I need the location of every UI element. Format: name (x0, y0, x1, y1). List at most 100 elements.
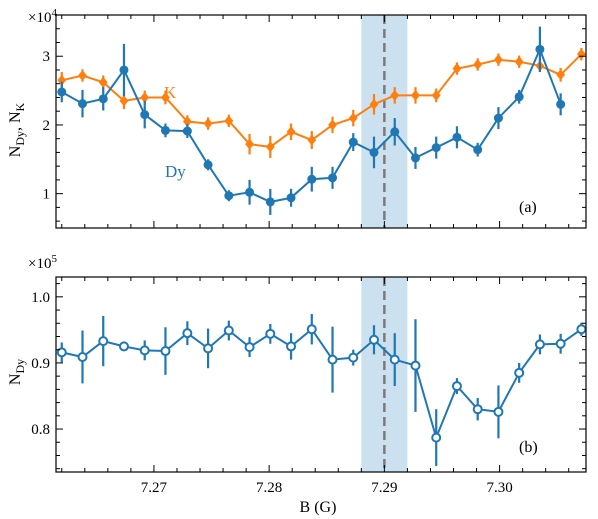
k-point (98, 76, 108, 88)
k-point (369, 98, 379, 110)
panel-label-b: (b) (519, 439, 538, 456)
y-tick-label: 3 (43, 49, 51, 65)
k-point (286, 126, 296, 138)
k-point (265, 141, 275, 153)
dy-point (576, 324, 587, 335)
x-tick-label: 7.28 (256, 480, 282, 496)
dy-point (286, 341, 297, 352)
x-tick-labels: 7.27 7.28 7.29 7.30 (141, 480, 513, 496)
dy-point (328, 173, 338, 183)
dy-point (265, 328, 276, 339)
dy-markers (56, 324, 587, 443)
k-point (182, 116, 192, 127)
y-multiplier: ×105 (28, 253, 57, 272)
k-point (348, 112, 358, 124)
dy-point (286, 193, 296, 203)
dy-point (389, 354, 400, 365)
panel-label-a: (a) (519, 199, 537, 216)
dy-point (307, 174, 317, 184)
k-point (576, 48, 586, 60)
k-point (203, 118, 213, 130)
k-point (57, 74, 67, 86)
panel-b: 0.8 0.9 1.0 7.27 7.28 7.29 7.30 ×105 NDy B (G… (7, 253, 587, 516)
y-tick-label: 1.0 (31, 290, 50, 306)
y-multiplier: ×104 (28, 7, 57, 26)
dy-point (140, 110, 150, 120)
dy-point (493, 406, 504, 417)
dy-point (224, 191, 234, 201)
k-point (556, 69, 566, 81)
dy-point (182, 328, 193, 339)
x-tick-label: 7.29 (371, 480, 397, 496)
dy-point (493, 113, 503, 123)
dy-series-line (61, 327, 582, 441)
dy-point (535, 44, 545, 54)
k-point (411, 89, 420, 101)
dy-point (57, 87, 67, 97)
dy-point (348, 137, 358, 147)
dy-series-label: Dy (165, 162, 186, 181)
dy-point (160, 346, 171, 357)
dy-point (306, 324, 317, 335)
dy-point (77, 351, 88, 362)
dy-point (118, 341, 129, 352)
dy-point (244, 342, 255, 353)
dy-point (369, 334, 379, 345)
dy-point (555, 338, 566, 349)
dy-point (431, 432, 442, 443)
dy-point (119, 65, 129, 75)
dy-markers (57, 44, 566, 207)
dy-point (390, 127, 400, 137)
dy-point (327, 354, 338, 365)
dy-point (452, 132, 462, 142)
y-tick-label: 0.9 (31, 356, 50, 372)
k-point (431, 89, 441, 101)
k-point (140, 91, 150, 103)
y-axis-label: NDy (7, 359, 27, 385)
k-series-label: K (164, 83, 177, 102)
dy-point (348, 352, 359, 363)
k-point (473, 58, 483, 70)
dy-point (556, 99, 566, 109)
y-tick-label: 0.8 (31, 422, 50, 438)
y-axis-label: NDy, NK (7, 102, 27, 157)
k-markers (57, 48, 586, 153)
axes-frame (55, 14, 587, 229)
dy-point (451, 381, 462, 392)
dy-point (203, 160, 213, 170)
k-point (224, 115, 234, 127)
k-point (390, 89, 400, 101)
dy-point (472, 404, 483, 415)
dy-point (78, 99, 87, 109)
k-point (514, 56, 524, 68)
dy-point (431, 143, 441, 153)
k-point (328, 119, 337, 131)
y-tick-label: 1 (43, 187, 51, 203)
axes-frame (55, 276, 587, 473)
dy-point (410, 360, 421, 371)
panel-a: 1 2 3 ×104 NDy, NK K Dy (a) (7, 7, 587, 229)
dy-errorbars (60, 314, 583, 467)
x-axis-label: B (G) (300, 499, 337, 516)
dy-point (203, 343, 214, 354)
k-series-line (61, 53, 583, 148)
tick-marks (56, 14, 586, 228)
dy-point (534, 339, 545, 350)
y-tick-labels: 0.8 0.9 1.0 (31, 290, 50, 438)
dy-point (369, 147, 379, 157)
dy-point (56, 347, 67, 358)
dy-point (160, 125, 170, 135)
k-point (245, 138, 254, 150)
tick-marks (56, 277, 586, 472)
dy-point (98, 94, 108, 104)
dy-point (265, 197, 275, 207)
k-point (452, 63, 462, 75)
dy-point (139, 345, 150, 356)
k-point (494, 54, 503, 66)
x-tick-label: 7.27 (141, 480, 168, 496)
x-tick-label: 7.30 (486, 480, 512, 496)
dy-point (223, 325, 234, 336)
dy-point (98, 336, 109, 347)
dy-point (514, 92, 524, 102)
